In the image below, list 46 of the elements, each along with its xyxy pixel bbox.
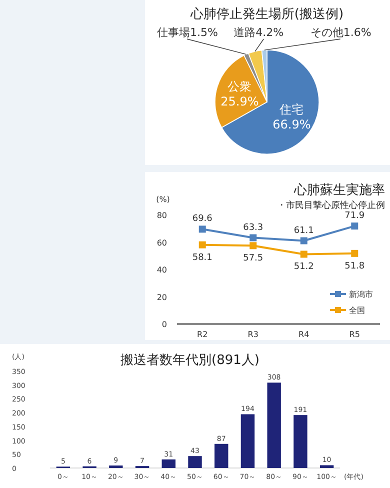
data-label: 51.8: [344, 261, 365, 272]
chart-title: 心肺蘇生実施率: [293, 182, 385, 198]
y-axis-title: (%): [156, 195, 170, 204]
y-tick-label: 60: [156, 238, 167, 248]
y-tick-label: 0: [162, 320, 167, 329]
x-tick-label: R2: [197, 330, 208, 339]
x-tick-label: R3: [248, 330, 258, 339]
chart-title: 搬送者数年代別(891人): [120, 353, 260, 368]
x-tick-label: R5: [349, 330, 360, 339]
data-label: 69.6: [192, 214, 213, 224]
bar: [240, 414, 255, 468]
point: [351, 250, 358, 257]
y-tick-label: 40: [156, 266, 167, 274]
point: [198, 226, 206, 233]
slice-label: 仕事場1.5%: [157, 26, 218, 39]
data-label: 61.1: [294, 226, 314, 236]
data-label: 71.9: [344, 211, 365, 222]
slice-label: 道路4.2%: [234, 26, 284, 39]
data-label: 63.3: [243, 222, 264, 233]
data-label: 51.2: [294, 262, 314, 272]
data-label: 25.9%: [220, 94, 259, 109]
slice-label: 住宅: [278, 102, 304, 116]
chart-subtitle: ・市民目撃心原性心停止例: [277, 200, 385, 211]
slice-label: 公衆: [228, 80, 252, 94]
slice-label: その他1.6%: [310, 26, 372, 39]
y-tick-label: 20: [156, 292, 167, 302]
bar: [320, 465, 334, 468]
data-label: 66.9%: [272, 117, 311, 132]
point: [300, 237, 308, 244]
y-tick-label: 80: [156, 211, 167, 220]
x-tick-label: R4: [298, 330, 310, 339]
legend-label: 新潟市: [349, 290, 373, 299]
chart-title: 心肺停止発生場所(搬送例): [189, 6, 344, 22]
point: [198, 241, 206, 248]
point: [300, 250, 308, 258]
data-label: 57.5: [243, 254, 264, 264]
bar: [162, 459, 176, 468]
bar: [294, 415, 308, 468]
data-label: 58.1: [192, 252, 212, 263]
bar: [188, 456, 202, 468]
bar: [267, 382, 281, 468]
legend-label: 全国: [349, 306, 365, 315]
bar: [214, 444, 228, 468]
point: [250, 242, 257, 250]
point: [351, 222, 358, 230]
point: [250, 234, 257, 242]
